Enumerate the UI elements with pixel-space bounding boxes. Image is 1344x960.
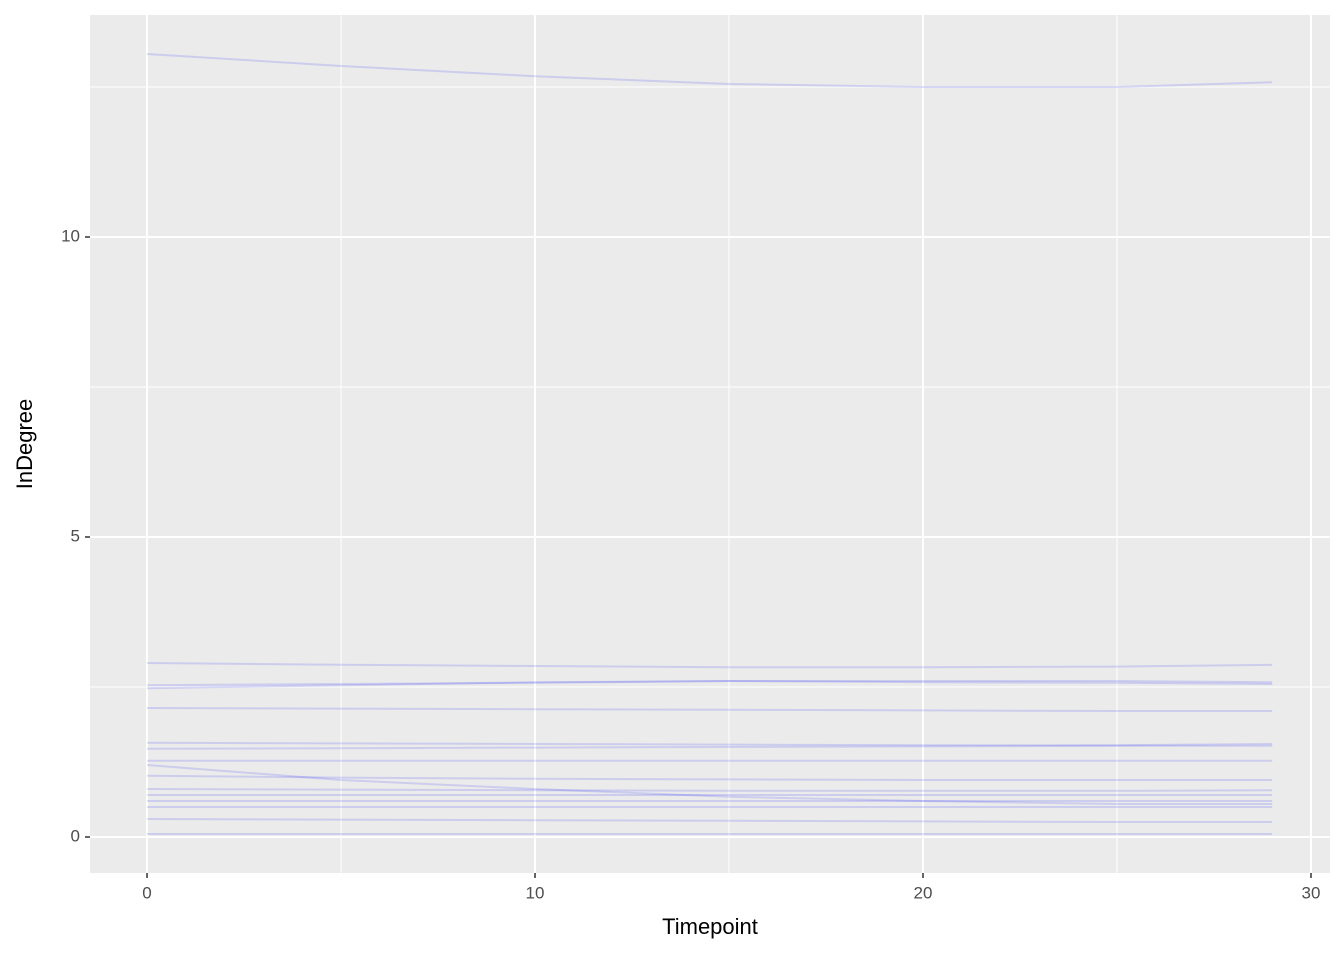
series-line: [147, 662, 1273, 669]
series-line: [147, 679, 1273, 690]
y-tick-label: 10: [61, 226, 80, 245]
series-line: [147, 680, 1273, 687]
series-line: [146, 53, 1273, 88]
series-line: [147, 707, 1273, 712]
series-line: [147, 741, 1273, 747]
plot-panel: [90, 15, 1330, 873]
y-tick-label: 5: [71, 526, 80, 545]
x-tick-label: 20: [914, 883, 933, 902]
x-tick-label: 10: [526, 883, 545, 902]
series-line: [147, 788, 1273, 792]
series-line: [147, 818, 1273, 823]
y-tick-label: 0: [71, 826, 80, 845]
y-axis-title: InDegree: [12, 399, 37, 490]
series-line: [147, 774, 1273, 781]
series-line: [146, 764, 1273, 805]
x-axis-title: Timepoint: [662, 914, 758, 939]
x-tick-label: 30: [1302, 883, 1321, 902]
x-tick-label: 0: [142, 883, 151, 902]
series-line: [147, 744, 1273, 750]
